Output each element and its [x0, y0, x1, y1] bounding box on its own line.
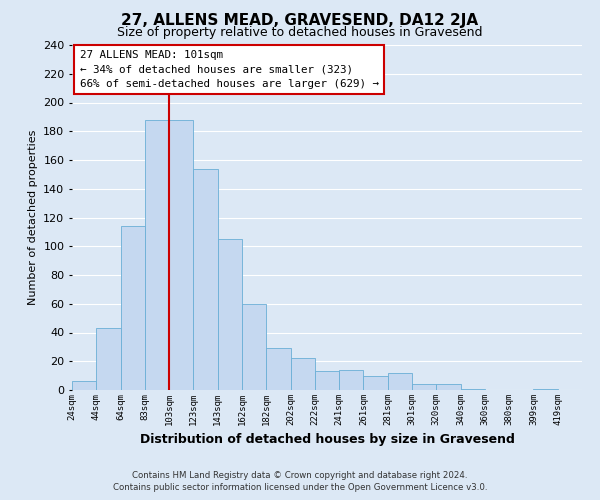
- Bar: [533, 388, 558, 390]
- Text: Size of property relative to detached houses in Gravesend: Size of property relative to detached ho…: [117, 26, 483, 39]
- Text: 27 ALLENS MEAD: 101sqm
← 34% of detached houses are smaller (323)
66% of semi-de: 27 ALLENS MEAD: 101sqm ← 34% of detached…: [80, 50, 379, 89]
- Bar: [388, 373, 412, 390]
- Y-axis label: Number of detached properties: Number of detached properties: [28, 130, 38, 305]
- Bar: [145, 120, 169, 390]
- Bar: [193, 168, 218, 390]
- Bar: [169, 120, 193, 390]
- Bar: [266, 348, 290, 390]
- Bar: [121, 226, 145, 390]
- X-axis label: Distribution of detached houses by size in Gravesend: Distribution of detached houses by size …: [140, 434, 514, 446]
- Bar: [315, 372, 339, 390]
- Bar: [461, 388, 485, 390]
- Bar: [218, 239, 242, 390]
- Bar: [72, 382, 96, 390]
- Bar: [436, 384, 461, 390]
- Text: Contains HM Land Registry data © Crown copyright and database right 2024.
Contai: Contains HM Land Registry data © Crown c…: [113, 471, 487, 492]
- Bar: [412, 384, 436, 390]
- Text: 27, ALLENS MEAD, GRAVESEND, DA12 2JA: 27, ALLENS MEAD, GRAVESEND, DA12 2JA: [121, 12, 479, 28]
- Bar: [339, 370, 364, 390]
- Bar: [290, 358, 315, 390]
- Bar: [96, 328, 121, 390]
- Bar: [242, 304, 266, 390]
- Bar: [364, 376, 388, 390]
